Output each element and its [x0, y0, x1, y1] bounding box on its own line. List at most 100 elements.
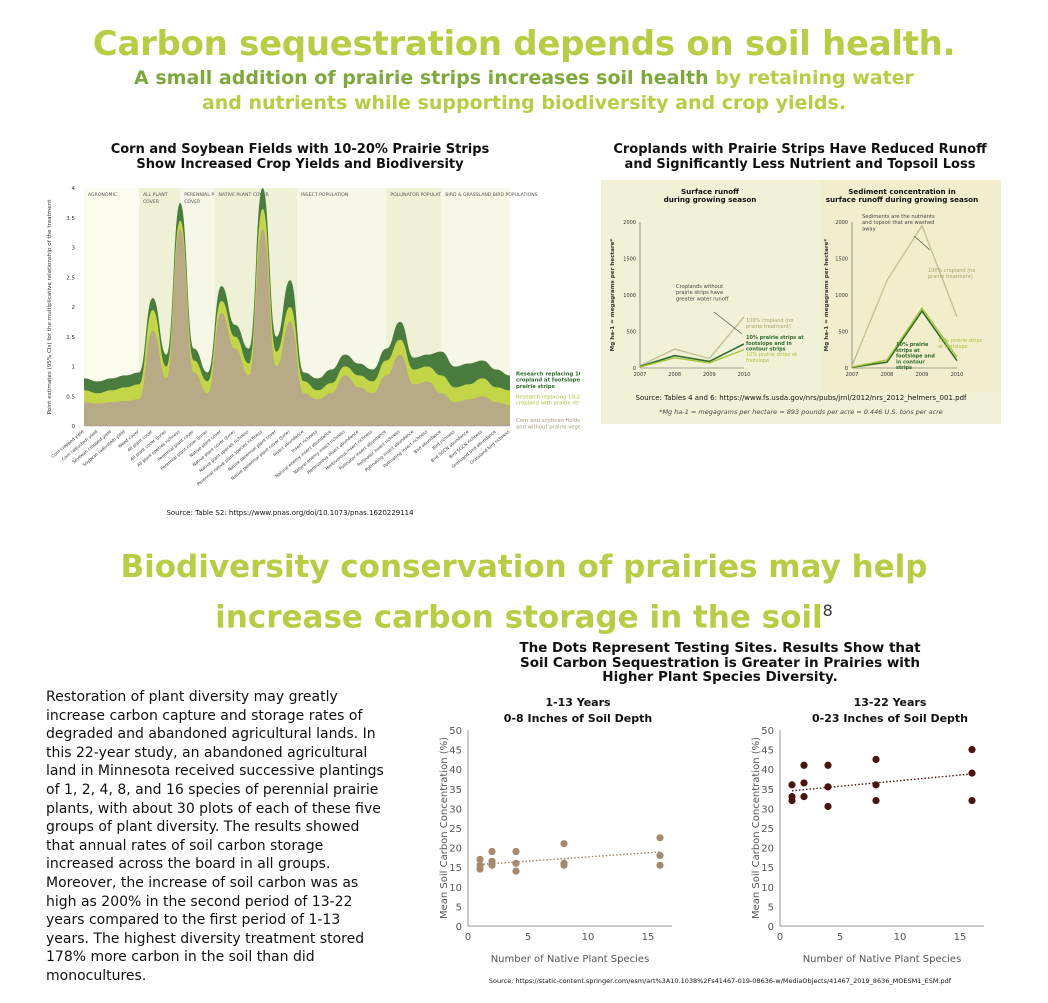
data-point: [512, 859, 520, 867]
y-tick-label: 15: [449, 863, 462, 874]
y-tick-label: 500: [838, 330, 848, 336]
chart2-title: Croplands with Prairie Strips Have Reduc…: [600, 142, 1000, 172]
series-label: 10% prairie strips at: [746, 352, 797, 358]
x-axis-label: Number of Native Plant Species: [491, 954, 650, 965]
x-tick-label: 0: [777, 932, 783, 943]
y-tick-label: 30: [449, 804, 462, 815]
series-line: [639, 343, 745, 368]
x-tick-label: 5: [837, 932, 843, 943]
y-tick-label: 1500: [623, 257, 636, 263]
annotation-arrow: [913, 235, 931, 251]
scatter-section-title: The Dots Represent Testing Sites. Result…: [500, 641, 940, 685]
section2-headline: Biodiversity conservation of prairies ma…: [0, 545, 1048, 639]
y-tick-label: 2.5: [66, 275, 75, 281]
x-tick-label: 2009: [703, 372, 716, 378]
y-tick-label: 40: [449, 765, 462, 776]
annotation-text: prairie strips have: [676, 290, 723, 296]
x-tick-label: 10: [894, 932, 907, 943]
sub-headline-highlight: A small addition of prairie strips incre…: [134, 67, 709, 89]
series-label: strips: [896, 365, 912, 371]
data-point: [824, 783, 832, 791]
data-point: [656, 861, 664, 869]
series-label: 100% cropland (no: [928, 268, 975, 274]
main-headline: Carbon sequestration depends on soil hea…: [92, 24, 956, 64]
legend-entry: Corn and soybean fields with: [516, 418, 580, 424]
group-label: INSECT POPULATION: [301, 192, 348, 198]
x-tick-label: 2007: [634, 372, 647, 378]
data-point: [872, 755, 880, 763]
sub-headline-rest: by retaining water: [708, 67, 914, 89]
legend-entry: prairie strips: [516, 384, 555, 390]
data-point: [488, 847, 496, 856]
legend-entry: Research replacing 10-20% of: [516, 394, 580, 400]
sediment-panel-bg: [821, 180, 1001, 392]
x-tick-label: 15: [642, 932, 655, 943]
group-label: COVER: [184, 199, 201, 205]
y-tick-label: 3: [72, 246, 76, 252]
data-point: [656, 851, 664, 860]
x-tick-label: 2008: [881, 372, 894, 378]
group-label: COVER: [143, 199, 160, 205]
group-label: BIRD & GRASSLAND BIRD POPULATIONS: [445, 192, 537, 198]
data-point: [512, 847, 520, 856]
group-label: NATIVE PLANT COVER: [219, 192, 270, 198]
data-point: [476, 855, 484, 863]
series-line: [851, 224, 958, 367]
y-tick-label: 10: [761, 883, 774, 894]
data-point: [788, 793, 796, 801]
y-tick-label: 20: [761, 844, 774, 855]
scatter-title-line1: The Dots Represent Testing Sites. Result…: [519, 640, 921, 656]
y-tick-label: 0: [633, 366, 636, 372]
series-line: [639, 316, 745, 367]
scatter-source: Source: https://static-content.springer.…: [488, 977, 952, 985]
section2-headline-line1: Biodiversity conservation of prairies ma…: [120, 549, 928, 585]
legend-entry: cropland with prairie strips: [516, 401, 580, 407]
data-point: [800, 779, 808, 787]
y-tick-label: 0.5: [66, 394, 75, 400]
y-tick-label: 5: [768, 902, 774, 913]
y-tick-label: 35: [449, 785, 462, 796]
annotation-text: greater water runoff: [676, 296, 729, 302]
annotation-text: Sediments are the nutrients: [862, 214, 935, 220]
x-tick-label: 10: [582, 932, 595, 943]
y-tick-label: 0: [768, 922, 774, 933]
scatter-subtitle: 0-8 Inches of Soil Depth: [504, 712, 652, 725]
series-label: 10% prairie strips at: [746, 335, 804, 341]
series-label: 10% prairie strips: [938, 338, 983, 344]
line-chart-title: Surface runoff: [681, 187, 739, 196]
chart1-title-line2: Show Increased Crop Yields and Biodivers…: [136, 157, 464, 172]
data-point: [656, 834, 664, 842]
y-tick-label: 0: [456, 922, 462, 933]
data-point: [560, 861, 568, 869]
scatter-subtitle: 0-23 Inches of Soil Depth: [812, 712, 968, 725]
y-tick-label: 40: [761, 765, 774, 776]
x-tick-label: 5: [525, 932, 531, 943]
series-label: at footslope: [938, 344, 968, 350]
legend-entry: and without prairie vegetation: [516, 424, 580, 430]
x-tick-label: 2010: [951, 372, 964, 378]
y-tick-label: 1.5: [66, 335, 75, 341]
series-label: strips at: [896, 348, 920, 354]
data-point: [824, 761, 832, 769]
y-tick-label: 1000: [835, 293, 848, 299]
y-tick-label: 1000: [623, 293, 636, 299]
scatter-chart-13-22-years: 13-22 Years 0-23 Inches of Soil Depth 0 5 10…: [751, 696, 984, 965]
x-tick-label: 2009: [916, 372, 929, 378]
series-label: prairie treatment): [928, 274, 973, 280]
series-label: prairie treatment): [746, 324, 791, 330]
trend-line: [791, 773, 973, 792]
y-tick-label: 1500: [835, 257, 848, 263]
trend-line: [479, 851, 661, 866]
data-point: [560, 840, 568, 848]
scatter-title: 13-22 Years: [854, 696, 927, 709]
scatter-title-line2: Soil Carbon Sequestration is Greater in …: [519, 654, 920, 671]
body-paragraph: Restoration of plant diversity may great…: [46, 689, 384, 984]
line-chart-title: surface runoff during growing season: [826, 195, 978, 204]
chart2-title-line1: Croplands with Prairie Strips Have Reduc…: [613, 142, 987, 157]
series-line: [639, 349, 745, 368]
group-label: ALL PLANT: [143, 192, 168, 198]
y-tick-label: 4: [72, 186, 76, 192]
y-tick-label: 20: [449, 844, 462, 855]
